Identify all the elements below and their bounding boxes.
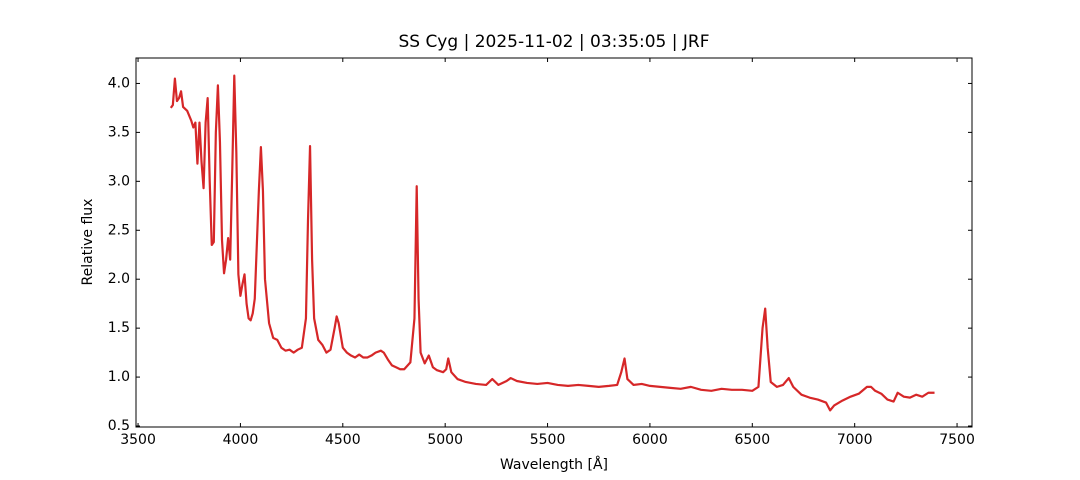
y-tick-label: 4.0 [108, 75, 130, 91]
x-axis-label: Wavelength [Å] [500, 456, 608, 473]
y-axis-label: Relative flux [80, 199, 96, 286]
y-tick-label: 1.0 [108, 369, 130, 385]
x-tick-label: 7500 [939, 432, 975, 448]
chart-title: SS Cyg | 2025-11-02 | 03:35:05 | JRF [398, 32, 709, 52]
y-tick-label: 0.5 [108, 418, 130, 434]
y-tick-label: 1.5 [108, 320, 130, 336]
spectrum-line [169, 74, 935, 412]
axes-frame [135, 57, 973, 428]
x-tick-label: 5500 [530, 432, 566, 448]
x-tick-label: 6500 [734, 432, 770, 448]
x-tick-label: 4500 [325, 432, 361, 448]
y-tick-label: 2.0 [108, 271, 130, 287]
x-tick-label: 7000 [837, 432, 873, 448]
y-tick-label: 2.5 [108, 222, 130, 238]
y-tick-label: 3.0 [108, 173, 130, 189]
x-tick-label: 4000 [223, 432, 259, 448]
y-tick-label: 3.5 [108, 124, 130, 140]
x-tick-label: 3500 [120, 432, 156, 448]
x-tick-label: 6000 [632, 432, 668, 448]
x-tick-label: 5000 [427, 432, 463, 448]
